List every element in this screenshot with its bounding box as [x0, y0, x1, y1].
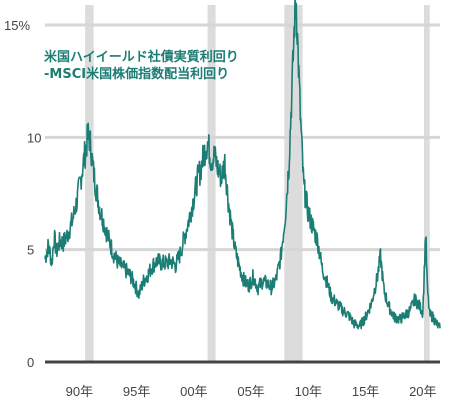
chart-title-line: -MSCI米国株価指数配当利回り	[44, 66, 229, 82]
recession-band	[284, 5, 303, 362]
y-tick-label: 15%	[4, 18, 30, 33]
x-tick-label: 90年	[66, 384, 93, 399]
x-tick-label: 95年	[123, 384, 150, 399]
recession-bands	[85, 5, 430, 362]
series-lines	[44, 0, 441, 330]
y-tick-label: 10	[27, 130, 41, 145]
x-tick-labels: 90年 95年 00年 05年 10年 15年 20年	[66, 384, 437, 399]
x-tick-label: 05年	[237, 384, 264, 399]
recession-band	[423, 5, 430, 362]
y-tick-label: 5	[27, 243, 34, 258]
recession-band	[85, 5, 94, 362]
x-tick-label: 00年	[180, 384, 207, 399]
recession-band	[207, 5, 216, 362]
chart-title: 米国ハイイールド社債実質利回り-MSCI米国株価指数配当利回り	[44, 49, 239, 82]
chart-title-line: 米国ハイイールド社債実質利回り	[44, 49, 239, 65]
y-tick-labels: 0 5 10 15%	[4, 18, 41, 370]
series-line	[44, 0, 441, 330]
x-tick-label: 20年	[409, 384, 436, 399]
x-tick-label: 10年	[295, 384, 322, 399]
x-tick-label: 15年	[352, 384, 379, 399]
y-tick-label: 0	[27, 355, 34, 370]
